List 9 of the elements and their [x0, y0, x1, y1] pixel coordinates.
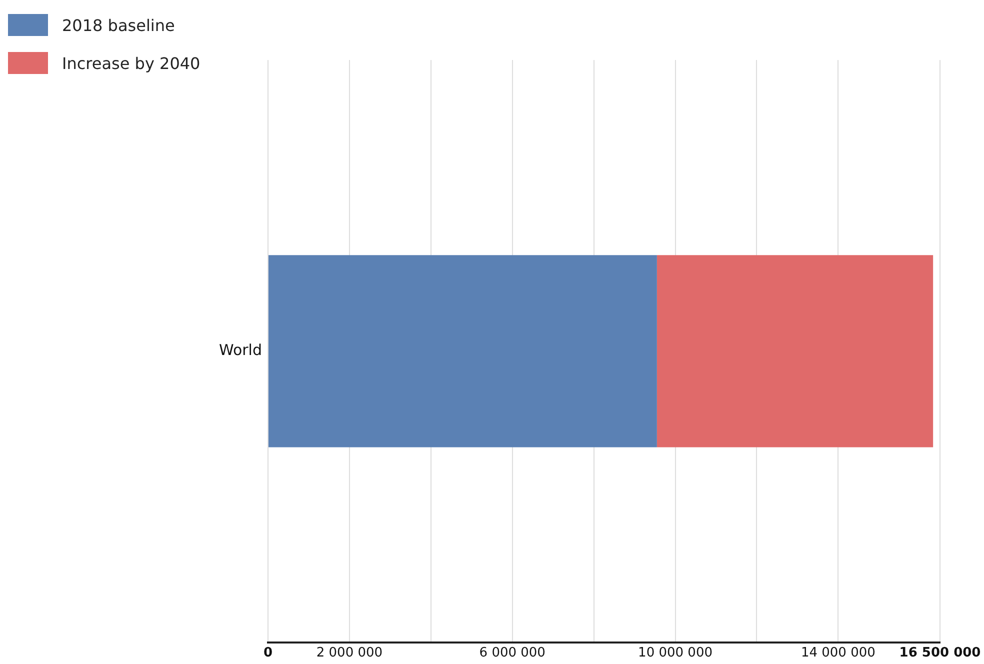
- x-tick-label: 10 000 000: [638, 646, 712, 661]
- legend-label: 2018 baseline: [62, 16, 175, 34]
- x-tick-label: 14 000 000: [800, 646, 876, 661]
- x-tick-label: 16 500 000: [899, 646, 981, 661]
- x-tick-label: 2 000 000: [316, 646, 383, 661]
- y-tick-label: World: [219, 341, 262, 360]
- legend-label: Increase by 2040: [62, 54, 200, 72]
- x-tick-label: 0: [263, 646, 273, 661]
- x-tick-label: 6 000 000: [479, 646, 546, 661]
